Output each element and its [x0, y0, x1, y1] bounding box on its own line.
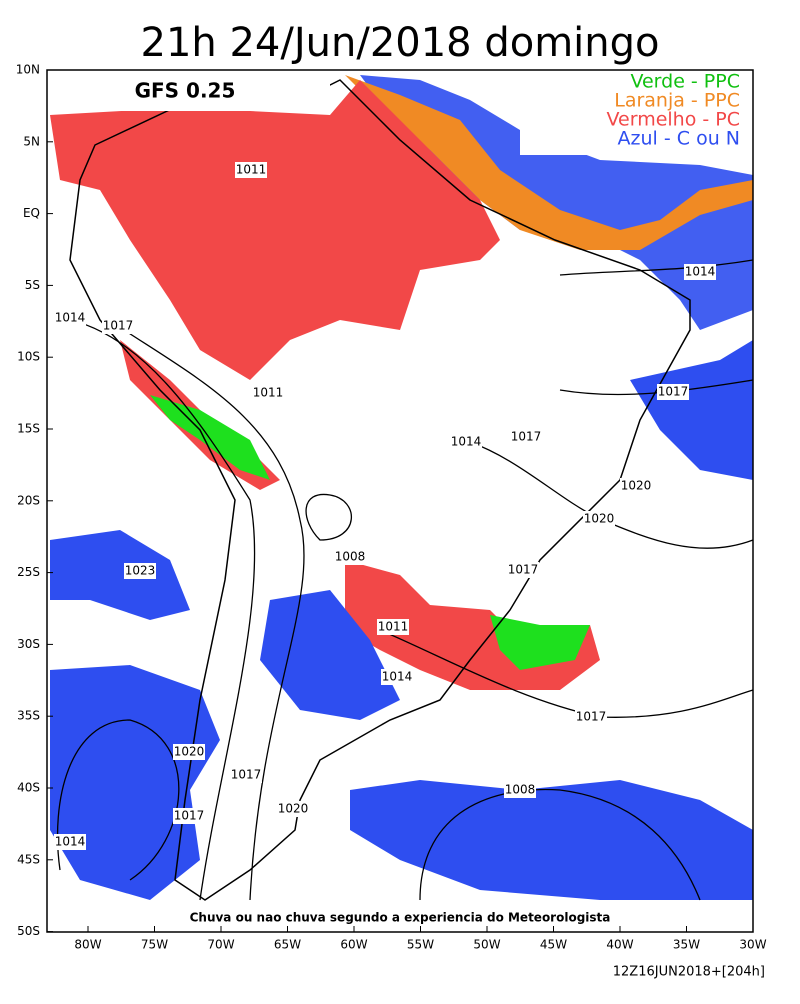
isobar-label-bg: [252, 385, 284, 401]
lat-label: 10N: [16, 63, 40, 77]
isobar-line: [559, 259, 754, 276]
isobar-label: 1014: [685, 265, 716, 279]
isobar-label: 1014: [382, 670, 413, 684]
legend-entry: Verde - PPC: [630, 71, 740, 93]
lon-label: 30W: [739, 938, 766, 952]
isobar-label: 1017: [231, 768, 262, 782]
isobar-label: 1020: [174, 745, 205, 759]
isobar-label-bg: [173, 744, 205, 760]
isobar-label: 1017: [174, 809, 205, 823]
blue-area: [630, 340, 753, 480]
isobar-label-bg: [575, 709, 607, 725]
isobar-label-bg: [684, 264, 716, 280]
blue-area: [50, 665, 220, 900]
isobar-label-bg: [620, 478, 652, 494]
isobar-label-bg: [450, 434, 482, 450]
lat-label: 30S: [17, 637, 40, 651]
lat-label: 10S: [17, 350, 40, 364]
isobar-label: 1017: [576, 710, 607, 724]
isobar-label-bg: [54, 834, 86, 850]
map-note: Chuva ou nao chuva segundo a experiencia…: [190, 911, 611, 925]
lon-label: 60W: [340, 938, 367, 952]
isobar-label: 1008: [335, 550, 366, 564]
legend: Verde - PPC Laranja - PPC Vermelho - PC …: [607, 71, 741, 150]
isobar-label: 1020: [584, 512, 615, 526]
lon-label: 75W: [141, 938, 168, 952]
isobar-label-bg: [583, 511, 615, 527]
isobar-label: 1017: [511, 430, 542, 444]
lat-label: EQ: [23, 206, 40, 220]
lat-label: 25S: [17, 565, 40, 579]
green-area: [490, 615, 590, 670]
lat-label: 45S: [17, 852, 40, 866]
isobar-label: 1017: [508, 563, 539, 577]
isobar-label-bg: [334, 549, 366, 565]
lat-label: 5S: [25, 278, 40, 292]
lon-label: 45W: [540, 938, 567, 952]
lat-label: 50S: [17, 924, 40, 938]
model-label: GFS 0.25: [135, 79, 236, 103]
green-area: [150, 395, 270, 480]
legend-entry: Vermelho - PC: [607, 109, 741, 131]
lon-label: 70W: [207, 938, 234, 952]
isobar-label-bg: [657, 384, 689, 400]
lon-label: 35W: [673, 938, 700, 952]
lon-label: 40W: [606, 938, 633, 952]
isobar-label: 1020: [278, 802, 309, 816]
isobar-label-bg: [377, 619, 409, 635]
lat-label: 40S: [17, 781, 40, 795]
isobar-label: 1011: [378, 620, 409, 634]
legend-entry: Azul - C ou N: [618, 128, 740, 150]
isobar-label-bg: [381, 669, 413, 685]
isobar-label-bg: [504, 782, 536, 798]
lat-label: 15S: [17, 422, 40, 436]
red-area: [50, 80, 500, 380]
isobar-label-bg: [510, 429, 542, 445]
isobar-label: 1017: [658, 385, 689, 399]
isobar-label-bg: [277, 801, 309, 817]
lon-label: 65W: [274, 938, 301, 952]
isobar-label-bg: [124, 563, 156, 579]
lon-label: 55W: [407, 938, 434, 952]
isobar-label-bg: [54, 310, 86, 326]
isobar-label-bg: [507, 562, 539, 578]
isobar-label: 1014: [55, 311, 86, 325]
lat-label: 5N: [23, 134, 40, 148]
isobar-label: 1008: [505, 783, 536, 797]
orange-area: [345, 75, 753, 250]
model-box: [48, 71, 330, 111]
isobar-line: [305, 493, 353, 541]
isobar-label-bg: [173, 808, 205, 824]
title: 21h 24/Jun/2018 domingo: [141, 20, 660, 66]
axis-labels: 10N 5N EQ 5S 10S 15S 20S 25S 30S 35S 40S 45S 50S 80W 7…: [16, 63, 767, 952]
isobar-label: 1014: [451, 435, 482, 449]
isobar-label-bg: [230, 767, 262, 783]
precip-areas: [50, 75, 753, 900]
legend-box: [520, 71, 752, 155]
isobar-label: 1014: [55, 835, 86, 849]
isobar-line: [559, 379, 754, 396]
lon-label: 80W: [74, 938, 101, 952]
isobar-label: 1020: [621, 479, 652, 493]
blue-area: [50, 530, 190, 620]
isobar-line: [419, 788, 701, 901]
isobar-label: 1017: [103, 319, 134, 333]
lat-label: 20S: [17, 493, 40, 507]
isobar-label-bg: [235, 162, 267, 178]
isobar-label: 1011: [236, 163, 267, 177]
footer: 12Z16JUN2018+[204h]: [613, 965, 765, 980]
isobar-line: [59, 317, 256, 901]
continent-outline: [69, 79, 691, 901]
isobar-label: 1011: [253, 386, 284, 400]
legend-entry: Laranja - PPC: [614, 90, 740, 112]
isobar-label-bg: [102, 318, 134, 334]
lat-label: 35S: [17, 709, 40, 723]
blue-area: [350, 780, 753, 900]
isobar-line: [56, 719, 180, 881]
isobar-line: [117, 325, 305, 901]
lon-label: 50W: [473, 938, 500, 952]
isobar-labels: 1011 1014 1014 1017 1011 1017 1014 1017 1020 1020…: [54, 162, 716, 850]
isobar-label: 1023: [125, 564, 156, 578]
